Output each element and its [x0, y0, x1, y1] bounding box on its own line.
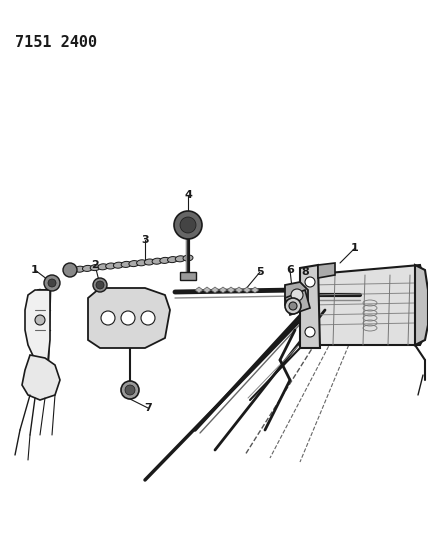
Text: 6: 6 — [286, 265, 294, 275]
Polygon shape — [227, 287, 235, 293]
Ellipse shape — [98, 264, 108, 270]
Ellipse shape — [144, 259, 155, 265]
Text: 2: 2 — [91, 260, 99, 270]
Text: 8: 8 — [301, 267, 309, 277]
Text: 5: 5 — [256, 267, 264, 277]
Text: 4: 4 — [184, 190, 192, 200]
Ellipse shape — [90, 264, 100, 271]
Circle shape — [285, 298, 301, 314]
Ellipse shape — [160, 257, 170, 263]
Text: 7151 2400: 7151 2400 — [15, 35, 97, 50]
Ellipse shape — [121, 261, 131, 268]
Text: 7: 7 — [144, 403, 152, 413]
Ellipse shape — [67, 267, 77, 273]
Polygon shape — [285, 282, 308, 308]
Polygon shape — [180, 272, 196, 280]
Polygon shape — [211, 287, 219, 293]
Polygon shape — [219, 287, 227, 293]
Polygon shape — [195, 287, 203, 293]
Ellipse shape — [113, 262, 123, 268]
Polygon shape — [285, 290, 310, 315]
Circle shape — [125, 385, 135, 395]
Ellipse shape — [137, 260, 146, 266]
Circle shape — [96, 281, 104, 289]
Polygon shape — [415, 265, 428, 345]
Ellipse shape — [129, 261, 139, 266]
Circle shape — [121, 381, 139, 399]
Polygon shape — [88, 288, 170, 348]
Ellipse shape — [152, 258, 162, 264]
Circle shape — [291, 289, 303, 301]
Polygon shape — [305, 265, 425, 345]
Polygon shape — [285, 285, 300, 301]
Circle shape — [35, 315, 45, 325]
Circle shape — [180, 217, 196, 233]
Circle shape — [305, 327, 315, 337]
Ellipse shape — [106, 263, 116, 269]
Circle shape — [44, 275, 60, 291]
Polygon shape — [22, 355, 60, 400]
Polygon shape — [25, 290, 50, 365]
Circle shape — [93, 278, 107, 292]
Ellipse shape — [75, 266, 85, 272]
Ellipse shape — [183, 255, 193, 261]
Ellipse shape — [175, 256, 185, 262]
Ellipse shape — [83, 265, 92, 271]
Polygon shape — [318, 263, 335, 278]
Circle shape — [48, 279, 56, 287]
Text: 1: 1 — [351, 243, 359, 253]
Circle shape — [289, 302, 297, 310]
Ellipse shape — [167, 256, 178, 263]
Circle shape — [141, 311, 155, 325]
Circle shape — [101, 311, 115, 325]
Polygon shape — [251, 287, 259, 293]
Text: 1: 1 — [31, 265, 39, 275]
Circle shape — [174, 211, 202, 239]
Polygon shape — [243, 287, 251, 293]
Text: 3: 3 — [141, 235, 149, 245]
Circle shape — [63, 263, 77, 277]
Polygon shape — [235, 287, 243, 293]
Circle shape — [305, 277, 315, 287]
Polygon shape — [300, 265, 320, 348]
Circle shape — [121, 311, 135, 325]
Polygon shape — [203, 287, 211, 293]
